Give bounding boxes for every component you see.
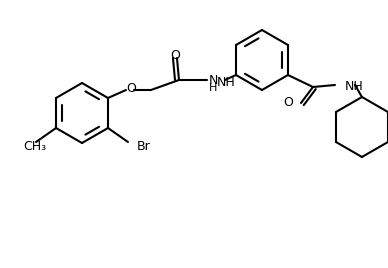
Text: Br: Br [137, 140, 151, 152]
Text: N: N [208, 73, 218, 87]
Text: O: O [283, 96, 293, 110]
Text: O: O [126, 81, 136, 95]
Text: NH: NH [217, 76, 236, 88]
Text: CH₃: CH₃ [23, 140, 46, 152]
Text: H: H [209, 83, 217, 93]
Text: O: O [170, 49, 180, 62]
Text: NH: NH [345, 80, 364, 94]
